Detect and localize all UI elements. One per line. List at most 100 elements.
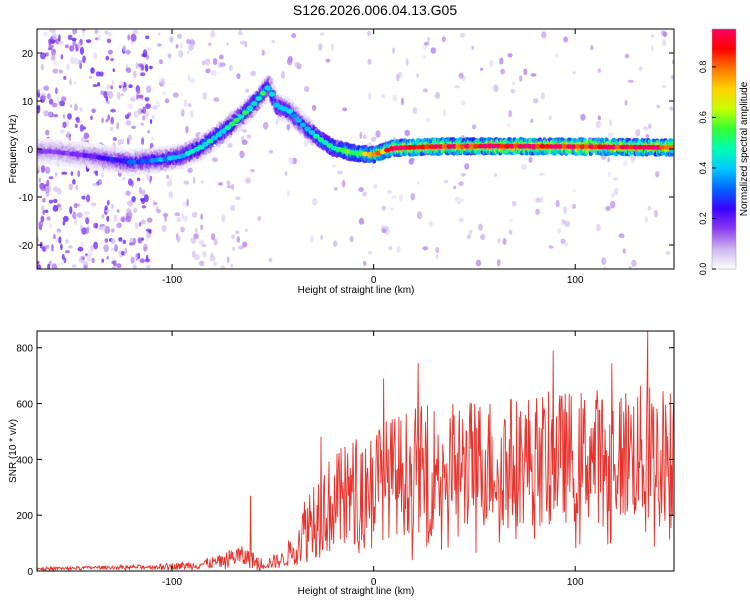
heatmap-cell (211, 70, 217, 76)
heatmap-cell (381, 205, 386, 210)
heatmap-cell (591, 45, 594, 50)
heatmap-cell (89, 76, 92, 79)
heatmap-cell (118, 237, 122, 242)
heatmap-cell (111, 228, 115, 232)
heatmap-cell (367, 31, 371, 36)
heatmap-cell (458, 217, 463, 222)
heatmap-cell (269, 258, 273, 263)
heatmap-cell (643, 126, 649, 130)
heatmap-cell (62, 254, 65, 260)
heatmap-cell (44, 31, 48, 36)
heatmap-cell (498, 238, 501, 244)
heatmap-cell (35, 164, 40, 170)
heatmap-cell (165, 98, 170, 103)
heatmap-cell (572, 204, 576, 209)
heatmap-cell (461, 173, 466, 177)
heatmap-cell (150, 119, 152, 124)
heatmap-cell (200, 213, 203, 220)
heatmap-cell (555, 54, 559, 57)
heatmap-cell (350, 236, 354, 242)
heatmap-cell (396, 74, 399, 82)
heatmap-cell (113, 260, 117, 266)
heatmap-cell (139, 187, 142, 194)
heatmap-cell (360, 132, 363, 139)
heatmap-cell (619, 233, 625, 238)
heatmap-cell (37, 89, 40, 94)
heatmap-cell (63, 76, 66, 80)
heatmap-cell (80, 47, 84, 55)
heatmap-cell (104, 31, 108, 34)
heatmap-cell (333, 240, 337, 247)
heatmap-cell (269, 150, 274, 154)
heatmap-cell (635, 129, 640, 137)
heatmap-cell (651, 34, 655, 38)
heatmap-cell (285, 172, 287, 176)
heatmap-cell (272, 86, 276, 90)
heatmap-cell (81, 256, 85, 260)
heatmap-cell (80, 108, 83, 112)
heatmap-cell (117, 209, 120, 213)
heatmap-cell (311, 119, 315, 123)
heatmap-cell (608, 132, 614, 138)
heatmap-cell (53, 199, 58, 203)
heatmap-cell (92, 183, 98, 186)
heatmap-cell (58, 236, 61, 244)
heatmap-cell (608, 171, 611, 178)
heatmap-cell (65, 239, 69, 243)
heatmap-cell (319, 44, 322, 51)
heatmap-cell (168, 191, 173, 198)
heatmap-cell (596, 224, 601, 232)
heatmap-cell (42, 96, 46, 100)
heatmap-cell (105, 205, 108, 210)
heatmap-cell (480, 68, 483, 71)
heatmap-cell (175, 212, 181, 216)
heatmap-cell (69, 79, 72, 86)
heatmap-cell (182, 202, 187, 207)
heatmap-cell (110, 109, 116, 113)
heatmap-cell (125, 114, 130, 119)
heatmap-cell (82, 30, 85, 37)
heatmap-cell (453, 186, 456, 189)
heatmap-cell (180, 42, 183, 49)
heatmap-cell (435, 247, 439, 253)
heatmap-cell (59, 70, 63, 74)
heatmap-cell (564, 242, 569, 247)
heatmap-cell (231, 234, 235, 239)
heatmap-cell (125, 191, 130, 196)
heatmap-cell (359, 218, 364, 225)
heatmap-cell (49, 200, 53, 204)
heatmap-cell (37, 264, 41, 271)
heatmap-cell (471, 46, 473, 50)
heatmap-cell (135, 222, 139, 229)
heatmap-cell (77, 212, 83, 218)
heatmap-cell (202, 60, 205, 65)
heatmap-cell (168, 54, 172, 58)
heatmap-cell (57, 228, 62, 232)
heatmap-cell (74, 81, 77, 85)
heatmap-cell (187, 50, 190, 54)
heatmap-cell (242, 140, 248, 146)
heatmap-cell (362, 192, 367, 197)
heatmap-cell (169, 178, 172, 183)
heatmap-cell (95, 170, 98, 176)
heatmap-cell (90, 116, 93, 121)
heatmap-cell (533, 98, 538, 103)
heatmap-cell (443, 109, 446, 117)
heatmap-cell (161, 225, 166, 232)
heatmap-cell (454, 196, 460, 201)
heatmap-cell (141, 137, 144, 145)
heatmap-cell (173, 92, 179, 98)
heatmap-cell (126, 208, 131, 213)
heatmap-cell (42, 198, 45, 203)
heatmap-cell (467, 234, 470, 239)
heatmap-cell (480, 234, 485, 240)
heatmap-cell (235, 196, 241, 200)
heatmap-cell (648, 206, 652, 211)
heatmap-cell (242, 124, 246, 128)
heatmap-cell (539, 173, 545, 176)
heatmap-cell (103, 244, 109, 252)
heatmap-cell (105, 238, 109, 243)
heatmap-cell (210, 253, 213, 259)
heatmap-cell (557, 228, 561, 234)
heatmap-cell (655, 171, 659, 177)
